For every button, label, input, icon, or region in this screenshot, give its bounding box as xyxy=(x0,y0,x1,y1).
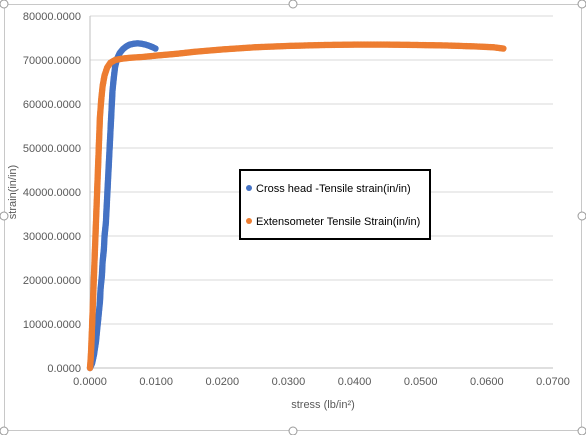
data-point xyxy=(500,45,507,52)
data-point xyxy=(152,45,159,52)
y-tick-label: 0.0000 xyxy=(47,363,81,375)
x-tick-label: 0.0100 xyxy=(139,376,173,388)
resize-handle-left[interactable] xyxy=(0,211,9,221)
resize-handle-bottom-left[interactable] xyxy=(0,426,9,435)
resize-handle-top-left[interactable] xyxy=(0,0,9,9)
series-1 xyxy=(86,41,507,372)
legend-entry-cross-head: Cross head -Tensile strain(in/in) xyxy=(256,183,411,195)
y-tick-label: 10000.0000 xyxy=(23,319,81,331)
resize-handle-right[interactable] xyxy=(577,211,586,221)
x-tick-label: 0.0200 xyxy=(205,376,239,388)
y-tick-label: 50000.0000 xyxy=(23,143,81,155)
x-axis-title: stress (lb/in²) xyxy=(291,399,355,411)
legend-marker-extensometer xyxy=(246,218,252,224)
y-axis-title: strain(in/in) xyxy=(7,165,19,219)
y-tick-label: 30000.0000 xyxy=(23,231,81,243)
x-tick-labels: 0.0000 0.0100 0.0200 0.0300 0.0400 0.0500 0.06… xyxy=(73,376,570,388)
y-tick-label: 80000.0000 xyxy=(23,11,81,23)
x-tick-label: 0.0700 xyxy=(536,376,570,388)
legend-entry-extensometer: Extensometer Tensile Strain(in/in) xyxy=(256,216,420,228)
y-tick-labels: 0.0000 10000.0000 20000.0000 30000.0000 4000… xyxy=(23,11,81,375)
y-tick-label: 40000.0000 xyxy=(23,187,81,199)
x-tick-label: 0.0300 xyxy=(272,376,306,388)
y-tick-label: 20000.0000 xyxy=(23,275,81,287)
x-tick-label: 0.0600 xyxy=(470,376,504,388)
series-layer xyxy=(86,40,507,372)
legend-box xyxy=(239,169,431,240)
y-tick-label: 70000.0000 xyxy=(23,55,81,67)
resize-handle-bottom[interactable] xyxy=(288,426,298,435)
legend-marker-cross-head xyxy=(246,185,252,191)
x-tick-label: 0.0400 xyxy=(338,376,372,388)
gridlines xyxy=(90,15,553,325)
resize-handle-top[interactable] xyxy=(288,0,298,9)
legend: Cross head -Tensile strain(in/in) Extens… xyxy=(239,169,431,240)
resize-handle-top-right[interactable] xyxy=(577,0,586,9)
resize-handle-bottom-right[interactable] xyxy=(577,426,586,435)
y-tick-label: 60000.0000 xyxy=(23,99,81,111)
x-tick-label: 0.0000 xyxy=(73,376,107,388)
x-tick-label: 0.0500 xyxy=(404,376,438,388)
